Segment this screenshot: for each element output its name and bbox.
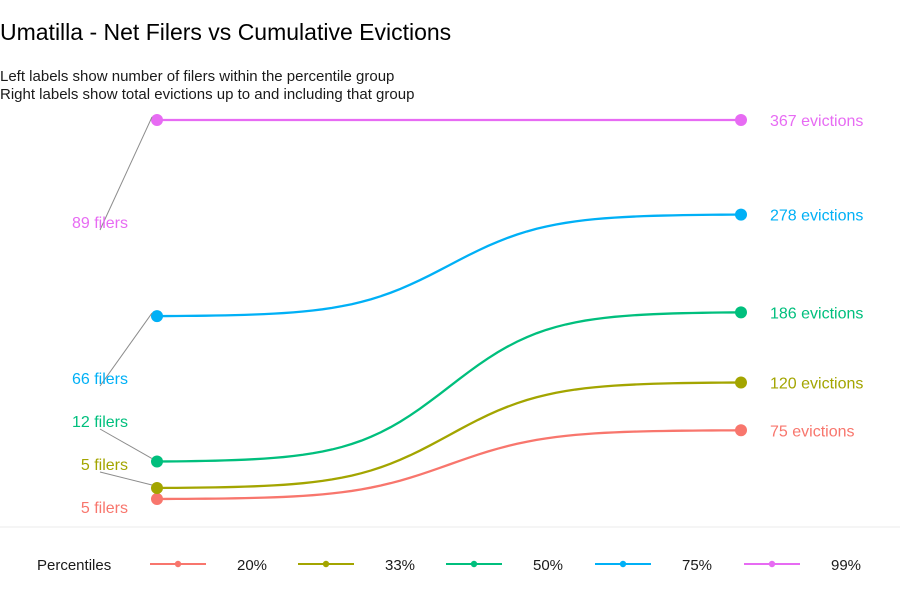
legend-label-33: 33% <box>385 557 415 574</box>
end-point-75 <box>735 208 747 221</box>
left-label-leader-33 <box>99 471 153 486</box>
start-point-75 <box>151 310 163 323</box>
legend-title: Percentiles <box>37 557 111 574</box>
legend: 20% 33% 50% 75% 99% <box>150 557 861 574</box>
legend-label-20: 20% <box>237 557 267 574</box>
right-label-33: 120 evictions <box>770 375 863 392</box>
legend-key-dot-75 <box>619 560 627 568</box>
series-line-50 <box>156 311 742 463</box>
end-point-50 <box>735 306 747 319</box>
left-label-99: 89 filers <box>72 215 128 232</box>
start-point-33 <box>151 481 163 494</box>
legend-key-dot-50 <box>470 560 478 568</box>
right-label-50: 186 evictions <box>770 305 863 322</box>
right-label-20: 75 evictions <box>770 423 855 440</box>
legend-key-dot-20 <box>174 560 182 568</box>
start-point-99 <box>151 114 163 126</box>
end-point-33 <box>735 376 747 389</box>
start-point-50 <box>151 455 163 468</box>
start-point-20 <box>151 492 163 505</box>
left-label-50: 12 filers <box>72 414 128 431</box>
left-label-75: 66 filers <box>72 371 128 388</box>
right-label-99: 367 evictions <box>770 113 863 130</box>
left-label-leader-99 <box>99 116 153 231</box>
legend-key-dot-33 <box>322 560 330 568</box>
series-line-33 <box>156 381 742 490</box>
plot-area: 5 filers 75 evictions 5 filers 120 eviction… <box>72 113 863 517</box>
end-point-99 <box>735 114 747 126</box>
right-label-75: 278 evictions <box>770 208 863 225</box>
legend-key-dot-99 <box>768 560 776 568</box>
series-line-75 <box>156 213 742 318</box>
series-line-20 <box>156 429 742 501</box>
chart-subtitle-line-2: Right labels show total evictions up to … <box>0 86 414 103</box>
left-label-33: 5 filers <box>81 457 128 474</box>
left-label-20: 5 filers <box>81 500 128 517</box>
legend-label-99: 99% <box>831 557 861 574</box>
chart-subtitle-line-1: Left labels show number of filers within… <box>0 68 394 85</box>
left-label-leader-75 <box>99 312 153 387</box>
legend-label-75: 75% <box>682 557 712 574</box>
left-label-leader-50 <box>99 428 153 459</box>
end-point-20 <box>735 424 747 437</box>
legend-label-50: 50% <box>533 557 563 574</box>
chart-title: Umatilla - Net Filers vs Cumulative Evic… <box>0 19 451 45</box>
